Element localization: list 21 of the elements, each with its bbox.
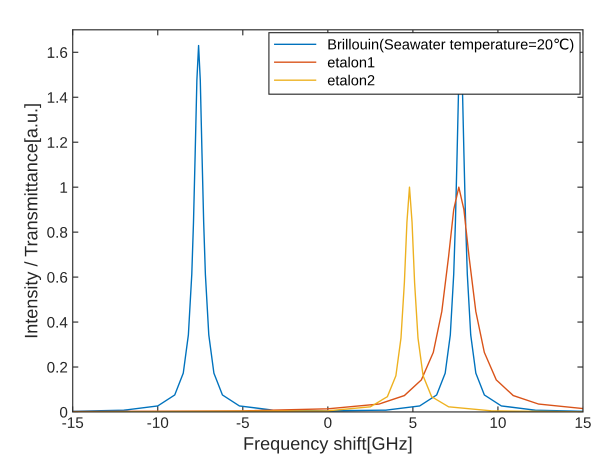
- x-tick-label: -5: [236, 417, 249, 428]
- x-tick-label: 5: [409, 417, 416, 428]
- legend-label: Brillouin(Seawater temperature=20℃): [328, 38, 574, 52]
- x-tick-label: 15: [576, 417, 591, 428]
- y-axis-title: Intensity / Transmittance[a.u.]: [24, 104, 42, 338]
- y-tick-label: 1: [60, 182, 68, 193]
- y-tick-label: 0.8: [47, 227, 68, 238]
- x-tick-label: 0: [324, 417, 332, 428]
- x-tick-label: -15: [62, 417, 84, 428]
- y-tick-label: 1.4: [48, 92, 68, 103]
- y-tick-label: 0.6: [47, 272, 68, 283]
- y-tick-label: 0.2: [47, 362, 68, 373]
- x-tick-label: -10: [147, 417, 168, 428]
- y-tick-label: 0.4: [47, 316, 68, 328]
- legend-label: etalon1: [328, 56, 374, 68]
- y-tick-label: 0: [60, 406, 68, 418]
- y-tick-label: 1.2: [48, 137, 68, 148]
- legend-label: etalon2: [328, 74, 374, 86]
- x-tick-label: 10: [490, 417, 506, 428]
- x-axis-title: Frequency shift[GHz]: [244, 436, 412, 454]
- y-tick-label: 1.6: [48, 47, 68, 58]
